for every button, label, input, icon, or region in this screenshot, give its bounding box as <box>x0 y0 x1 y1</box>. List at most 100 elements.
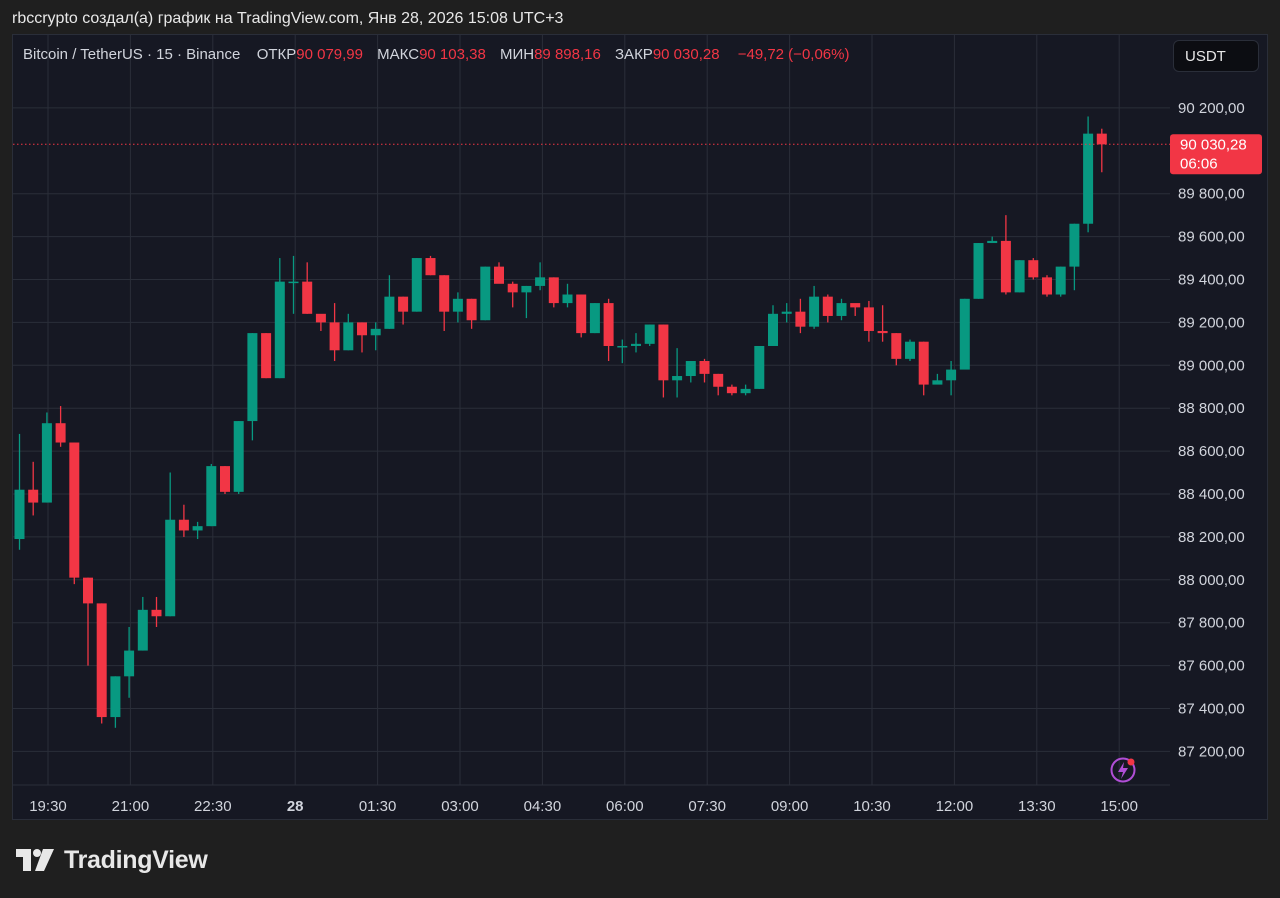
candle-body[interactable] <box>192 526 203 531</box>
candle-body[interactable] <box>905 341 915 359</box>
candle-body[interactable] <box>1055 266 1066 295</box>
candle-body[interactable] <box>836 303 847 316</box>
candle-body[interactable] <box>466 298 477 321</box>
candle-body[interactable] <box>302 281 313 314</box>
candle-body[interactable] <box>452 298 463 312</box>
candle-body[interactable] <box>247 333 258 422</box>
price-tick-label: 88 400,00 <box>1178 486 1245 503</box>
candle-body[interactable] <box>55 423 66 443</box>
candle-body[interactable] <box>233 421 244 492</box>
candle-body[interactable] <box>699 361 710 374</box>
candle-body[interactable] <box>863 307 874 331</box>
candle-body[interactable] <box>178 519 189 531</box>
candle-body[interactable] <box>384 296 395 329</box>
candle-body[interactable] <box>69 442 80 578</box>
candle-body[interactable] <box>83 577 93 604</box>
candle-body[interactable] <box>726 386 737 394</box>
candle-body[interactable] <box>110 676 121 718</box>
candle-body[interactable] <box>1096 133 1107 145</box>
candle-body[interactable] <box>589 303 600 334</box>
candle-body[interactable] <box>315 313 326 323</box>
candle-body[interactable] <box>932 380 943 385</box>
candle-body[interactable] <box>946 369 957 381</box>
candle-body[interactable] <box>877 330 888 334</box>
candle-body[interactable] <box>768 313 778 346</box>
candle-body[interactable] <box>343 322 354 351</box>
candle-body[interactable] <box>28 489 39 503</box>
candle-body[interactable] <box>288 281 299 284</box>
candlestick-chart[interactable]: 87 200,00 87 400,00 87 600,00 87 800,00 88 0… <box>13 35 1268 820</box>
tradingview-wordmark: TradingView <box>64 845 208 874</box>
candle-body[interactable] <box>96 603 107 718</box>
legend-change: −49,72 (−0,06%) <box>737 46 850 63</box>
chart-panel[interactable]: 87 200,00 87 400,00 87 600,00 87 800,00 88 0… <box>12 34 1268 820</box>
time-tick-label: 28 <box>287 798 304 815</box>
candle-body[interactable] <box>535 277 546 286</box>
candle-body[interactable] <box>1014 260 1025 293</box>
candle-body[interactable] <box>658 324 669 381</box>
candle-body[interactable] <box>137 609 148 651</box>
candle-body[interactable] <box>1000 240 1011 293</box>
candle-body[interactable] <box>740 388 751 394</box>
candle-body[interactable] <box>494 266 504 284</box>
price-tick-label: 88 800,00 <box>1178 400 1245 417</box>
candle-body[interactable] <box>1083 133 1094 224</box>
candle-body[interactable] <box>562 294 573 304</box>
candle-body[interactable] <box>603 303 614 346</box>
tradingview-logo[interactable]: TradingView <box>16 844 208 876</box>
candle-body[interactable] <box>14 489 25 540</box>
candle-body[interactable] <box>644 324 655 344</box>
candle-body[interactable] <box>151 609 162 617</box>
price-tick-label: 87 800,00 <box>1178 615 1245 632</box>
candle-body[interactable] <box>425 258 436 276</box>
candle-body[interactable] <box>809 296 820 327</box>
candle-body[interactable] <box>781 311 792 314</box>
currency-button[interactable]: USDT <box>1173 40 1259 72</box>
price-tick-label: 87 200,00 <box>1178 743 1245 760</box>
candle-body[interactable] <box>973 243 984 299</box>
candle-body[interactable] <box>521 285 532 293</box>
candle-body[interactable] <box>1042 277 1052 295</box>
candle-body[interactable] <box>576 294 587 334</box>
candle-body[interactable] <box>1028 260 1039 278</box>
legend-open-value: 90 079,99 <box>296 46 363 63</box>
legend-symbol[interactable]: Bitcoin / TetherUS · 15 · Binance <box>23 46 241 63</box>
candle-body[interactable] <box>795 311 806 327</box>
last-price-badge <box>1170 134 1262 175</box>
candle-body[interactable] <box>987 240 998 244</box>
candle-body[interactable] <box>398 296 409 312</box>
candle-body[interactable] <box>165 519 176 617</box>
candle-body[interactable] <box>411 258 422 312</box>
candle-body[interactable] <box>206 466 217 527</box>
candle-body[interactable] <box>672 376 683 381</box>
lightning-icon[interactable] <box>1110 757 1136 783</box>
candle-body[interactable] <box>754 345 765 389</box>
price-tick-label: 89 800,00 <box>1178 186 1245 203</box>
candle-body[interactable] <box>480 266 491 321</box>
candle-body[interactable] <box>713 373 724 387</box>
tradingview-logo-icon <box>16 849 54 871</box>
candle-body[interactable] <box>41 423 52 503</box>
price-tick-label: 89 200,00 <box>1178 314 1245 331</box>
candle-body[interactable] <box>850 303 861 308</box>
candle-body[interactable] <box>439 275 450 312</box>
ohlc-legend: Bitcoin / TetherUS · 15 · Binance ОТКР90… <box>23 46 849 63</box>
candle-body[interactable] <box>274 281 285 379</box>
candle-body[interactable] <box>822 296 833 316</box>
candle-body[interactable] <box>507 283 518 293</box>
candle-body[interactable] <box>124 650 135 677</box>
candle-body[interactable] <box>261 333 272 379</box>
candle-body[interactable] <box>891 333 902 359</box>
candle-body[interactable] <box>357 322 367 336</box>
candle-body[interactable] <box>220 466 230 492</box>
candle-body[interactable] <box>631 343 641 346</box>
legend-low-label: МИН <box>499 46 535 63</box>
candle-body[interactable] <box>617 345 628 348</box>
candle-body[interactable] <box>1069 223 1080 267</box>
candle-body[interactable] <box>548 277 559 304</box>
candle-body[interactable] <box>329 322 340 351</box>
candle-body[interactable] <box>370 328 381 336</box>
candle-body[interactable] <box>685 361 696 377</box>
candle-body[interactable] <box>918 341 929 385</box>
candle-body[interactable] <box>959 298 970 370</box>
